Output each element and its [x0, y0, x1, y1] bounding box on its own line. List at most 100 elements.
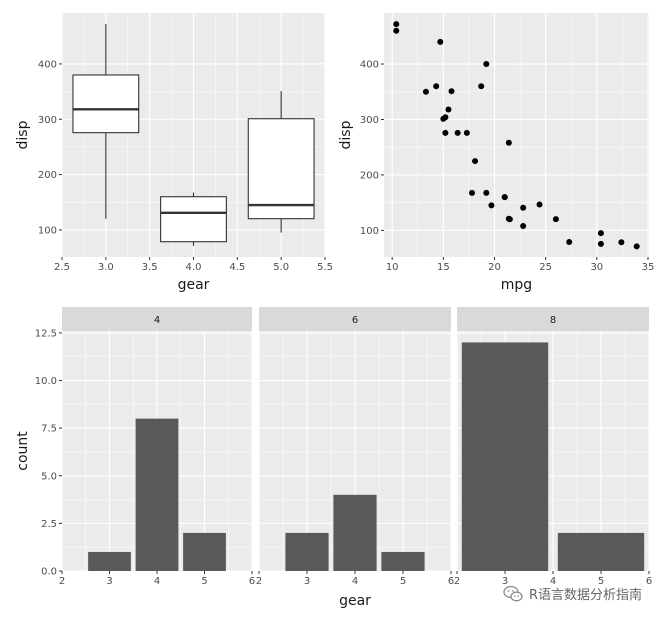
facet-4-bars: [88, 418, 226, 571]
bar-cyl-4-gear-5: [183, 532, 226, 571]
scatter-point-14: [442, 129, 449, 136]
scatter-point-2: [501, 194, 508, 201]
facet-4-strip-label: 4: [154, 315, 160, 326]
bar-cyl-4-gear-4: [135, 418, 179, 571]
scatter-point-16: [393, 27, 400, 34]
boxplot-y-tick-label: 400: [38, 59, 57, 70]
scatter-point-6: [472, 158, 479, 165]
facet-6-strip: [259, 307, 451, 331]
facet-cyl-8: 8 2 3 4 5 6: [454, 307, 652, 587]
scatter-point-7: [433, 83, 440, 90]
boxplot-y-title: disp: [15, 120, 31, 149]
bar-y-tick-label: 5.0: [41, 471, 57, 482]
scatter-y-title: disp: [338, 120, 354, 149]
scatter-point-4: [505, 139, 512, 146]
bar-cyl-6-gear-5: [381, 551, 425, 571]
facet-4-strip: [62, 307, 252, 331]
scatter-x-tick-label: 25: [539, 262, 552, 273]
boxplot-y-tick-label: 100: [38, 225, 57, 236]
scatter-point-8: [536, 201, 543, 208]
facet-6-bars: [285, 494, 425, 571]
scatter-point-9: [520, 204, 527, 211]
boxplot-tick-labels: 2.5 3.0 3.5 4.0 4.5 5.0 5.5 100 200 300 400: [38, 59, 333, 273]
box-gear-3: [72, 74, 140, 134]
facet-cyl-6: 6 2 3 4 5 6: [256, 307, 454, 587]
watermark-text: R语言数据分析指南: [528, 588, 642, 603]
bar-cyl-6-gear-4: [333, 494, 377, 571]
facet-6-x-tick-label: 6: [448, 576, 454, 587]
boxplot-y-tick-label: 200: [38, 170, 57, 181]
bar-y-tick-label: 7.5: [41, 424, 57, 435]
scatter-point-30: [488, 202, 495, 209]
boxplot-x-tick-label: 5.5: [317, 262, 333, 273]
scatter-y-tick-label: 200: [360, 170, 379, 181]
scatter-point-19: [597, 240, 604, 247]
scatter-points: [393, 21, 640, 250]
bar-cyl-8-gear-3: [461, 342, 549, 571]
boxplot-boxes: [72, 24, 315, 246]
scatter-point-28: [597, 230, 604, 237]
facet-4-x-tick-label: 5: [201, 576, 207, 587]
facet-8-strip-label: 8: [550, 315, 556, 326]
facet-8-bars: [461, 342, 645, 571]
watermark: R语言数据分析指南: [503, 584, 642, 603]
facet-8-x-tick-label: 3: [502, 576, 508, 587]
scatter-point-3: [520, 222, 527, 229]
bar-y-tick-label: 12.5: [35, 328, 57, 339]
scatter-disp-vs-mpg: 10 15 20 25 30 35 100 200 300 400 mpg disp: [338, 13, 654, 293]
facet-8-x-tick-label: 2: [454, 576, 460, 587]
scatter-y-tick-label: 100: [360, 226, 379, 237]
boxplot-x-title: gear: [178, 277, 210, 293]
facet-6-x-tick-label: 5: [400, 576, 406, 587]
facet-4-x-tick-label: 2: [59, 576, 65, 587]
boxplot-x-tick-label: 4.5: [229, 262, 245, 273]
scatter-point-20: [633, 243, 640, 250]
scatter-point-17: [437, 38, 444, 45]
boxplot-y-tick-label: 300: [38, 115, 57, 126]
bar-cyl-4-gear-3: [88, 551, 131, 571]
faceted-bar-chart: 4 2 3 4 5 6 6 2 3 4 5 6 8 2 3 4 5 6 0.0 2.5 5.0 7.5 10.0…: [15, 307, 652, 609]
bar-cyl-6-gear-3: [285, 532, 329, 571]
scatter-point-26: [566, 239, 573, 246]
boxplot-x-tick-label: 3.0: [98, 262, 114, 273]
facet-8-x-tick-labels: 2 3 4 5 6: [454, 571, 652, 587]
scatter-point-22: [445, 106, 452, 113]
scatter-point-29: [448, 88, 455, 95]
facet-8-x-tick-label: 4: [550, 576, 556, 587]
scatter-x-title: mpg: [501, 277, 532, 293]
facet-6-x-tick-label: 4: [352, 576, 358, 587]
scatter-x-tick-label: 20: [488, 262, 501, 273]
scatter-point-25: [483, 61, 490, 68]
scatter-point-27: [552, 216, 559, 223]
scatter-x-tick-label: 30: [590, 262, 603, 273]
bar-y-tick-label: 2.5: [41, 519, 57, 530]
boxplot-disp-by-gear: 2.5 3.0 3.5 4.0 4.5 5.0 5.5 100 200 300 400 gear d…: [15, 13, 333, 293]
scatter-point-15: [393, 21, 400, 28]
scatter-gridlines: [384, 13, 649, 257]
scatter-point-24: [422, 88, 429, 95]
scatter-y-tick-label: 400: [360, 60, 379, 71]
facet-6-x-tick-label: 3: [304, 576, 310, 587]
boxplot-x-tick-label: 3.5: [142, 262, 158, 273]
boxplot-x-tick-label: 4.0: [186, 262, 202, 273]
boxplot-x-tick-label: 5.0: [273, 262, 289, 273]
scatter-point-13: [463, 129, 470, 136]
facet-6-strip-label: 6: [352, 315, 358, 326]
scatter-point-12: [454, 129, 461, 136]
facet-6-x-tick-labels: 2 3 4 5 6: [256, 571, 454, 587]
wechat-icon: [503, 585, 523, 601]
scatter-tick-labels: 10 15 20 25 30 35 100 200 300 400: [360, 60, 654, 273]
scatter-point-10: [483, 189, 490, 196]
facet-4-x-tick-labels: 2 3 4 5 6: [59, 571, 255, 587]
scatter-point-31: [440, 115, 447, 122]
facet-8-strip: [457, 307, 649, 331]
box-gear-4: [160, 196, 227, 243]
facet-4-x-tick-label: 4: [154, 576, 160, 587]
scatter-x-tick-label: 10: [386, 262, 399, 273]
scatter-point-5: [478, 83, 485, 90]
bar-y-title: count: [15, 431, 31, 471]
facet-cyl-4: 4 2 3 4 5 6: [59, 307, 255, 587]
scatter-point-18: [618, 239, 625, 246]
scatter-x-tick-label: 35: [642, 262, 655, 273]
